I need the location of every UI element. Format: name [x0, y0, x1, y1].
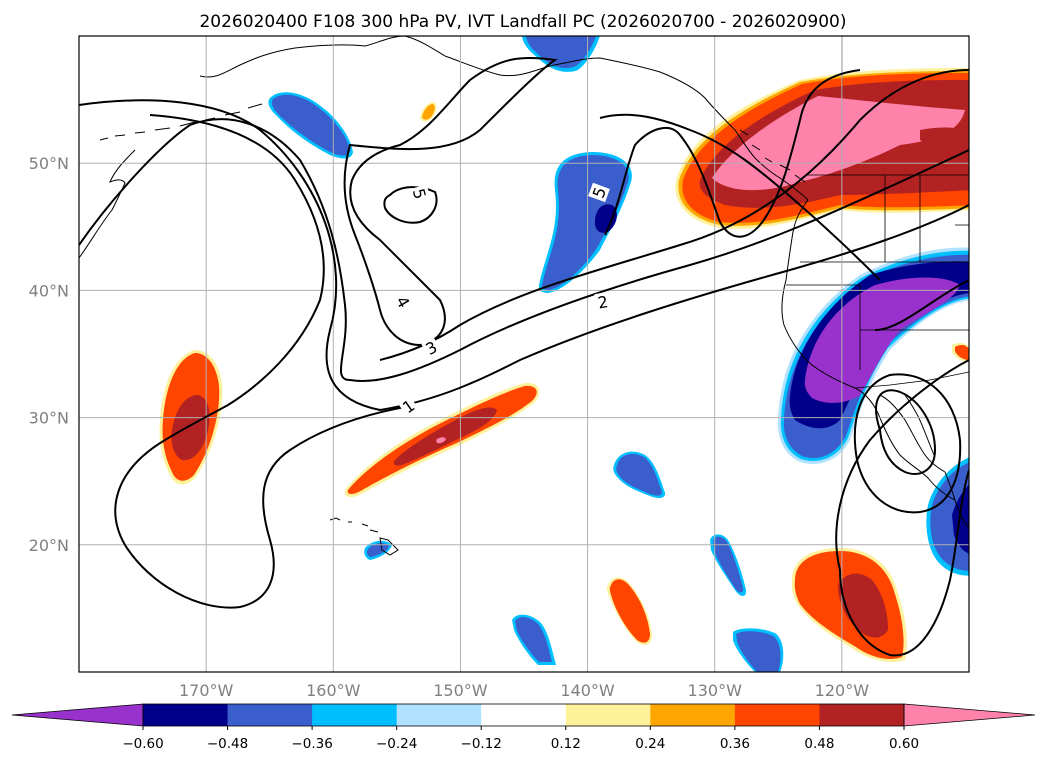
coast-alaska: [199, 36, 809, 201]
lat-label: 40°N: [29, 281, 69, 300]
colorbar-bin: [396, 704, 482, 726]
lat-label: 20°N: [29, 536, 69, 555]
colorbar-bin: [143, 704, 229, 726]
border-states-2: [786, 284, 861, 370]
colorbar-extend-low: [11, 703, 144, 727]
lon-label: 170°W: [179, 681, 234, 700]
coast-kamchatka: [79, 149, 136, 259]
latitude-labels: 50°N 40°N 30°N 20°N: [29, 154, 69, 555]
colorbar-bin: [565, 704, 651, 726]
lon-label: 160°W: [306, 681, 361, 700]
colorbar-bin: [734, 704, 820, 726]
longitude-labels: 170°W 160°W 150°W 140°W 130°W 120°W: [179, 681, 869, 700]
lon-label: 120°W: [815, 681, 870, 700]
pv-contour-5-loop: [604, 69, 861, 238]
pv-contour-4: [379, 69, 969, 361]
shade-small-positive-north: [420, 102, 437, 122]
islands-hawaii: [329, 517, 399, 556]
ivt-shading: [159, 36, 969, 672]
colorbar-tick-label: −0.48: [207, 736, 248, 752]
colorbar-tick-label: −0.24: [376, 736, 417, 752]
contour-label-bg: [391, 291, 415, 313]
colorbar-tick-label: −0.36: [291, 736, 332, 752]
shade-bering-negative: [268, 92, 353, 159]
shade-small-negative-blobs: [364, 343, 969, 672]
pv-contour-3: [599, 113, 881, 281]
colorbar-tick-label: −0.60: [122, 736, 163, 752]
colorbar-bin: [481, 704, 567, 726]
pv-contour-low-4: [874, 279, 969, 331]
pv-contours: [79, 56, 969, 657]
shade-subtropical-plume: [344, 382, 540, 498]
coast-mexico-mainland: [944, 471, 969, 529]
colorbar-bin: [227, 704, 313, 726]
colorbar-tick-label: 0.36: [720, 736, 750, 752]
colorbar-bin: [819, 704, 905, 726]
contour-label-5: 5: [588, 182, 610, 203]
colorbar-tick-label: 0.12: [551, 736, 581, 752]
contour-label-bg: [409, 184, 431, 203]
coast-bc-us: [781, 199, 956, 501]
colorbar-tick-label: 0.24: [635, 736, 665, 752]
contour-label-bg: [397, 394, 420, 418]
colorbar-tick-label: 0.60: [889, 736, 919, 752]
contour-label-bg: [420, 336, 442, 359]
shade-pnw-positive: [675, 68, 969, 229]
colorbar-tick-label: −0.12: [461, 736, 502, 752]
coast-gulf-california: [904, 394, 935, 456]
pv-contour-4-ring: [343, 56, 558, 347]
pv-contour-1-south: [114, 114, 411, 609]
pv-contour-low-2: [853, 373, 962, 514]
pv-contour-low-3: [835, 359, 969, 657]
contour-label-0: 5: [409, 184, 431, 203]
lon-label: 150°W: [433, 681, 488, 700]
pv-contour-2: [79, 118, 969, 382]
colorbar-bin: [312, 704, 398, 726]
lon-label: 130°W: [688, 681, 743, 700]
pv-contour-1: [79, 99, 969, 412]
lat-label: 30°N: [29, 409, 69, 428]
contour-label-1: 4: [391, 291, 415, 313]
coastlines: [79, 36, 969, 556]
contour-label-bg: [588, 182, 610, 203]
chart-title: 2026020400 F108 300 hPa PV, IVT Landfall…: [199, 12, 846, 32]
coast-baja: [879, 394, 946, 473]
border-states-5: [955, 224, 969, 280]
contour-label-text: 2: [596, 292, 609, 312]
contour-label-text: 5: [409, 186, 430, 201]
shade-california-negative: [777, 247, 969, 464]
colorbar-tick-label: 0.48: [804, 736, 834, 752]
pv-contour-low-1: [875, 389, 937, 475]
colorbar-frame: [142, 703, 905, 727]
lat-label: 50°N: [29, 154, 69, 173]
shade-mexico-positive: [791, 548, 908, 662]
lon-label: 140°W: [560, 681, 615, 700]
colorbar: −0.60 −0.48 −0.36 −0.24 −0.12 0.12 0.24 0.36 0.4…: [11, 703, 1036, 752]
map-frame: [78, 35, 970, 673]
colorbar-bin: [650, 704, 736, 726]
shade-small-positive-south: [606, 577, 652, 646]
contour-label-bg: [594, 291, 612, 312]
contour-label-3: 2: [594, 291, 612, 313]
colorbar-extend-high: [903, 703, 1036, 727]
coast-coastal-islands: [739, 129, 806, 183]
contour-label-2: 3: [420, 336, 442, 359]
